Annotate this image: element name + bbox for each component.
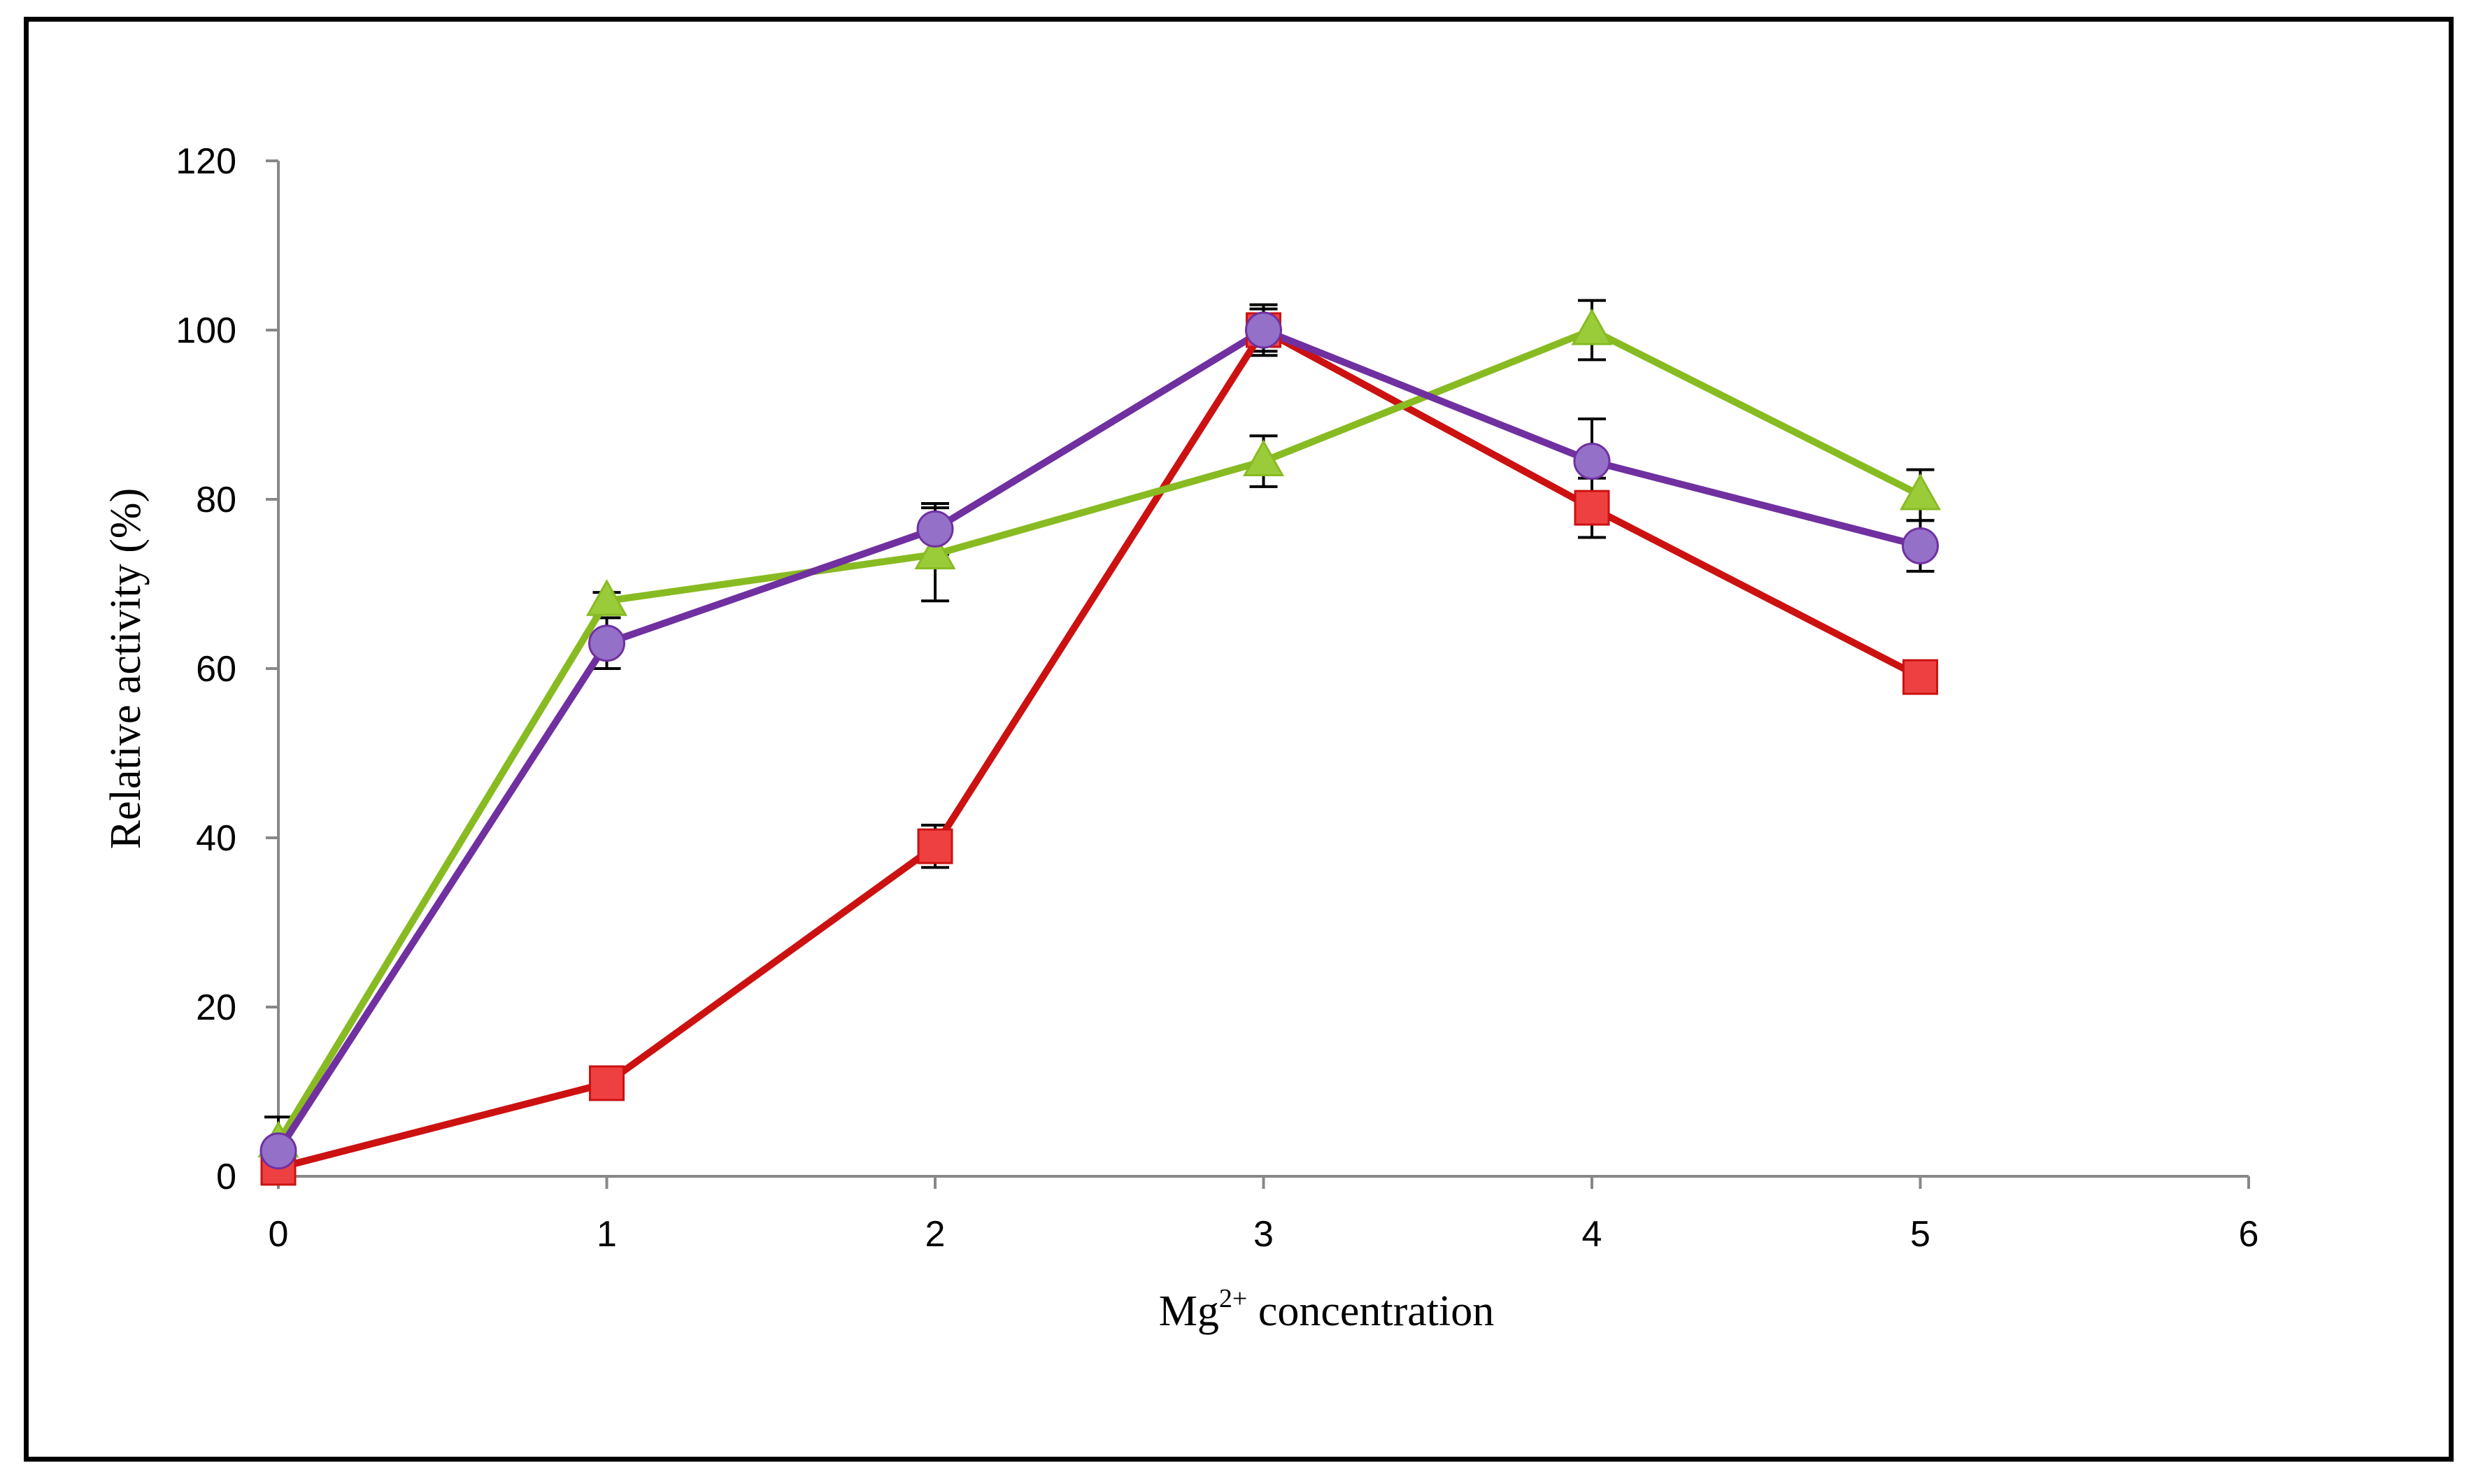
x-axis-title-sup: 2+: [1219, 1284, 1247, 1313]
y-tick-label: 0: [216, 1157, 236, 1197]
point-red-square: [589, 1065, 625, 1101]
point-purple-circle: [1573, 443, 1611, 480]
y-tick-label: 60: [196, 649, 236, 690]
series-line-purple-circle: [275, 327, 1921, 1153]
point-green-triangle: [585, 579, 628, 616]
y-tick-label: 120: [176, 141, 236, 182]
y-axis-title: Relative activity (%): [102, 488, 150, 849]
series-line-green-triangle: [275, 327, 1922, 1145]
point-red-square: [1574, 490, 1610, 526]
point-purple-circle: [588, 625, 625, 662]
series-markers: [257, 308, 1942, 1186]
x-axis-title: Mg2+ concentration: [1159, 1284, 1494, 1335]
y-tick-label: 40: [196, 818, 236, 859]
point-purple-circle: [259, 1132, 297, 1170]
y-tick-label: 20: [196, 987, 236, 1028]
chart-frame: [24, 17, 2454, 1462]
x-tick-label: 4: [1582, 1214, 1602, 1255]
x-tick-label: 2: [925, 1214, 946, 1255]
y-tick-label: 100: [176, 311, 236, 351]
point-green-triangle: [1899, 473, 1942, 511]
point-purple-circle: [1245, 311, 1282, 349]
x-tick-label: 1: [597, 1214, 617, 1255]
point-green-triangle: [1571, 308, 1613, 345]
point-red-square: [1902, 659, 1938, 695]
axis-labels: 0 20 40 60 80 100 120 0 1 2 3 4 5 6 Mg2+ concentration…: [102, 141, 2258, 1335]
series-line-red-square: [277, 327, 1922, 1171]
series-lines: [275, 327, 1922, 1171]
x-tick-label: 3: [1253, 1214, 1274, 1255]
point-red-square: [917, 828, 953, 864]
point-green-triangle: [914, 532, 956, 570]
point-purple-circle: [1902, 527, 1939, 565]
point-green-triangle: [1242, 439, 1285, 477]
x-tick-label: 0: [269, 1214, 289, 1255]
point-purple-circle: [916, 510, 954, 548]
y-tick-label: 80: [196, 480, 236, 520]
x-tick-label: 6: [2239, 1214, 2259, 1255]
x-tick-label: 5: [1910, 1214, 1930, 1255]
x-axis-title-main: Mg: [1159, 1287, 1219, 1335]
x-axis-title-rest: concentration: [1247, 1287, 1494, 1335]
